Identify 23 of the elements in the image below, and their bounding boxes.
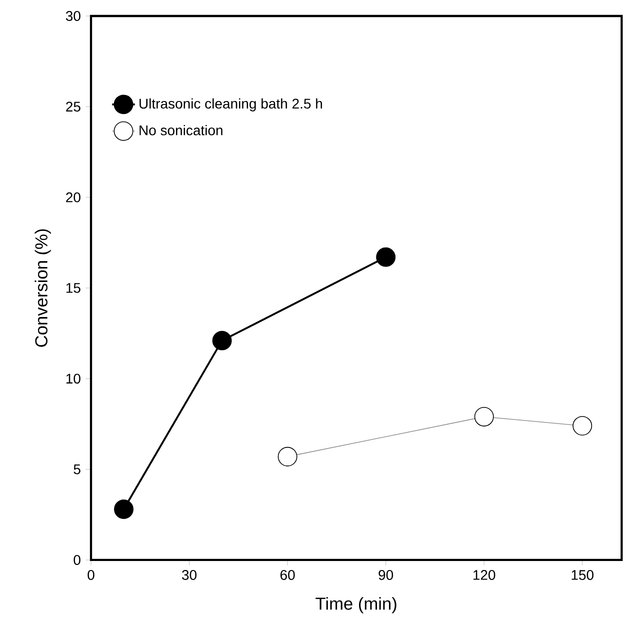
y-axis-title: Conversion (%) (34, 229, 51, 347)
y-tick-label: 0 (74, 555, 80, 565)
legend-label: Ultrasonic cleaning bath 2.5 h (140, 98, 322, 112)
point (572, 416, 592, 436)
x-tick-label: 90 (378, 570, 394, 580)
y-tick-label: 25 (66, 102, 80, 112)
point (278, 446, 298, 466)
x-tick-label: 120 (473, 570, 496, 580)
point (212, 330, 232, 350)
x-tick-label: 30 (182, 570, 197, 580)
x-axis-title: Time (min) (316, 597, 396, 614)
y-tick-label: 20 (66, 192, 80, 202)
y-tick-label: 5 (74, 464, 80, 474)
legend-label: No sonication (140, 125, 222, 136)
x-tick-label: 60 (280, 570, 295, 580)
x-tick-label: 0 (88, 570, 94, 580)
y-tick-label: 30 (66, 11, 80, 21)
y-tick-label: 10 (66, 374, 80, 384)
point (114, 499, 134, 519)
y-tick-label: 15 (66, 283, 80, 293)
point (474, 407, 494, 426)
point (376, 247, 396, 267)
x-tick-label: 150 (572, 570, 594, 580)
